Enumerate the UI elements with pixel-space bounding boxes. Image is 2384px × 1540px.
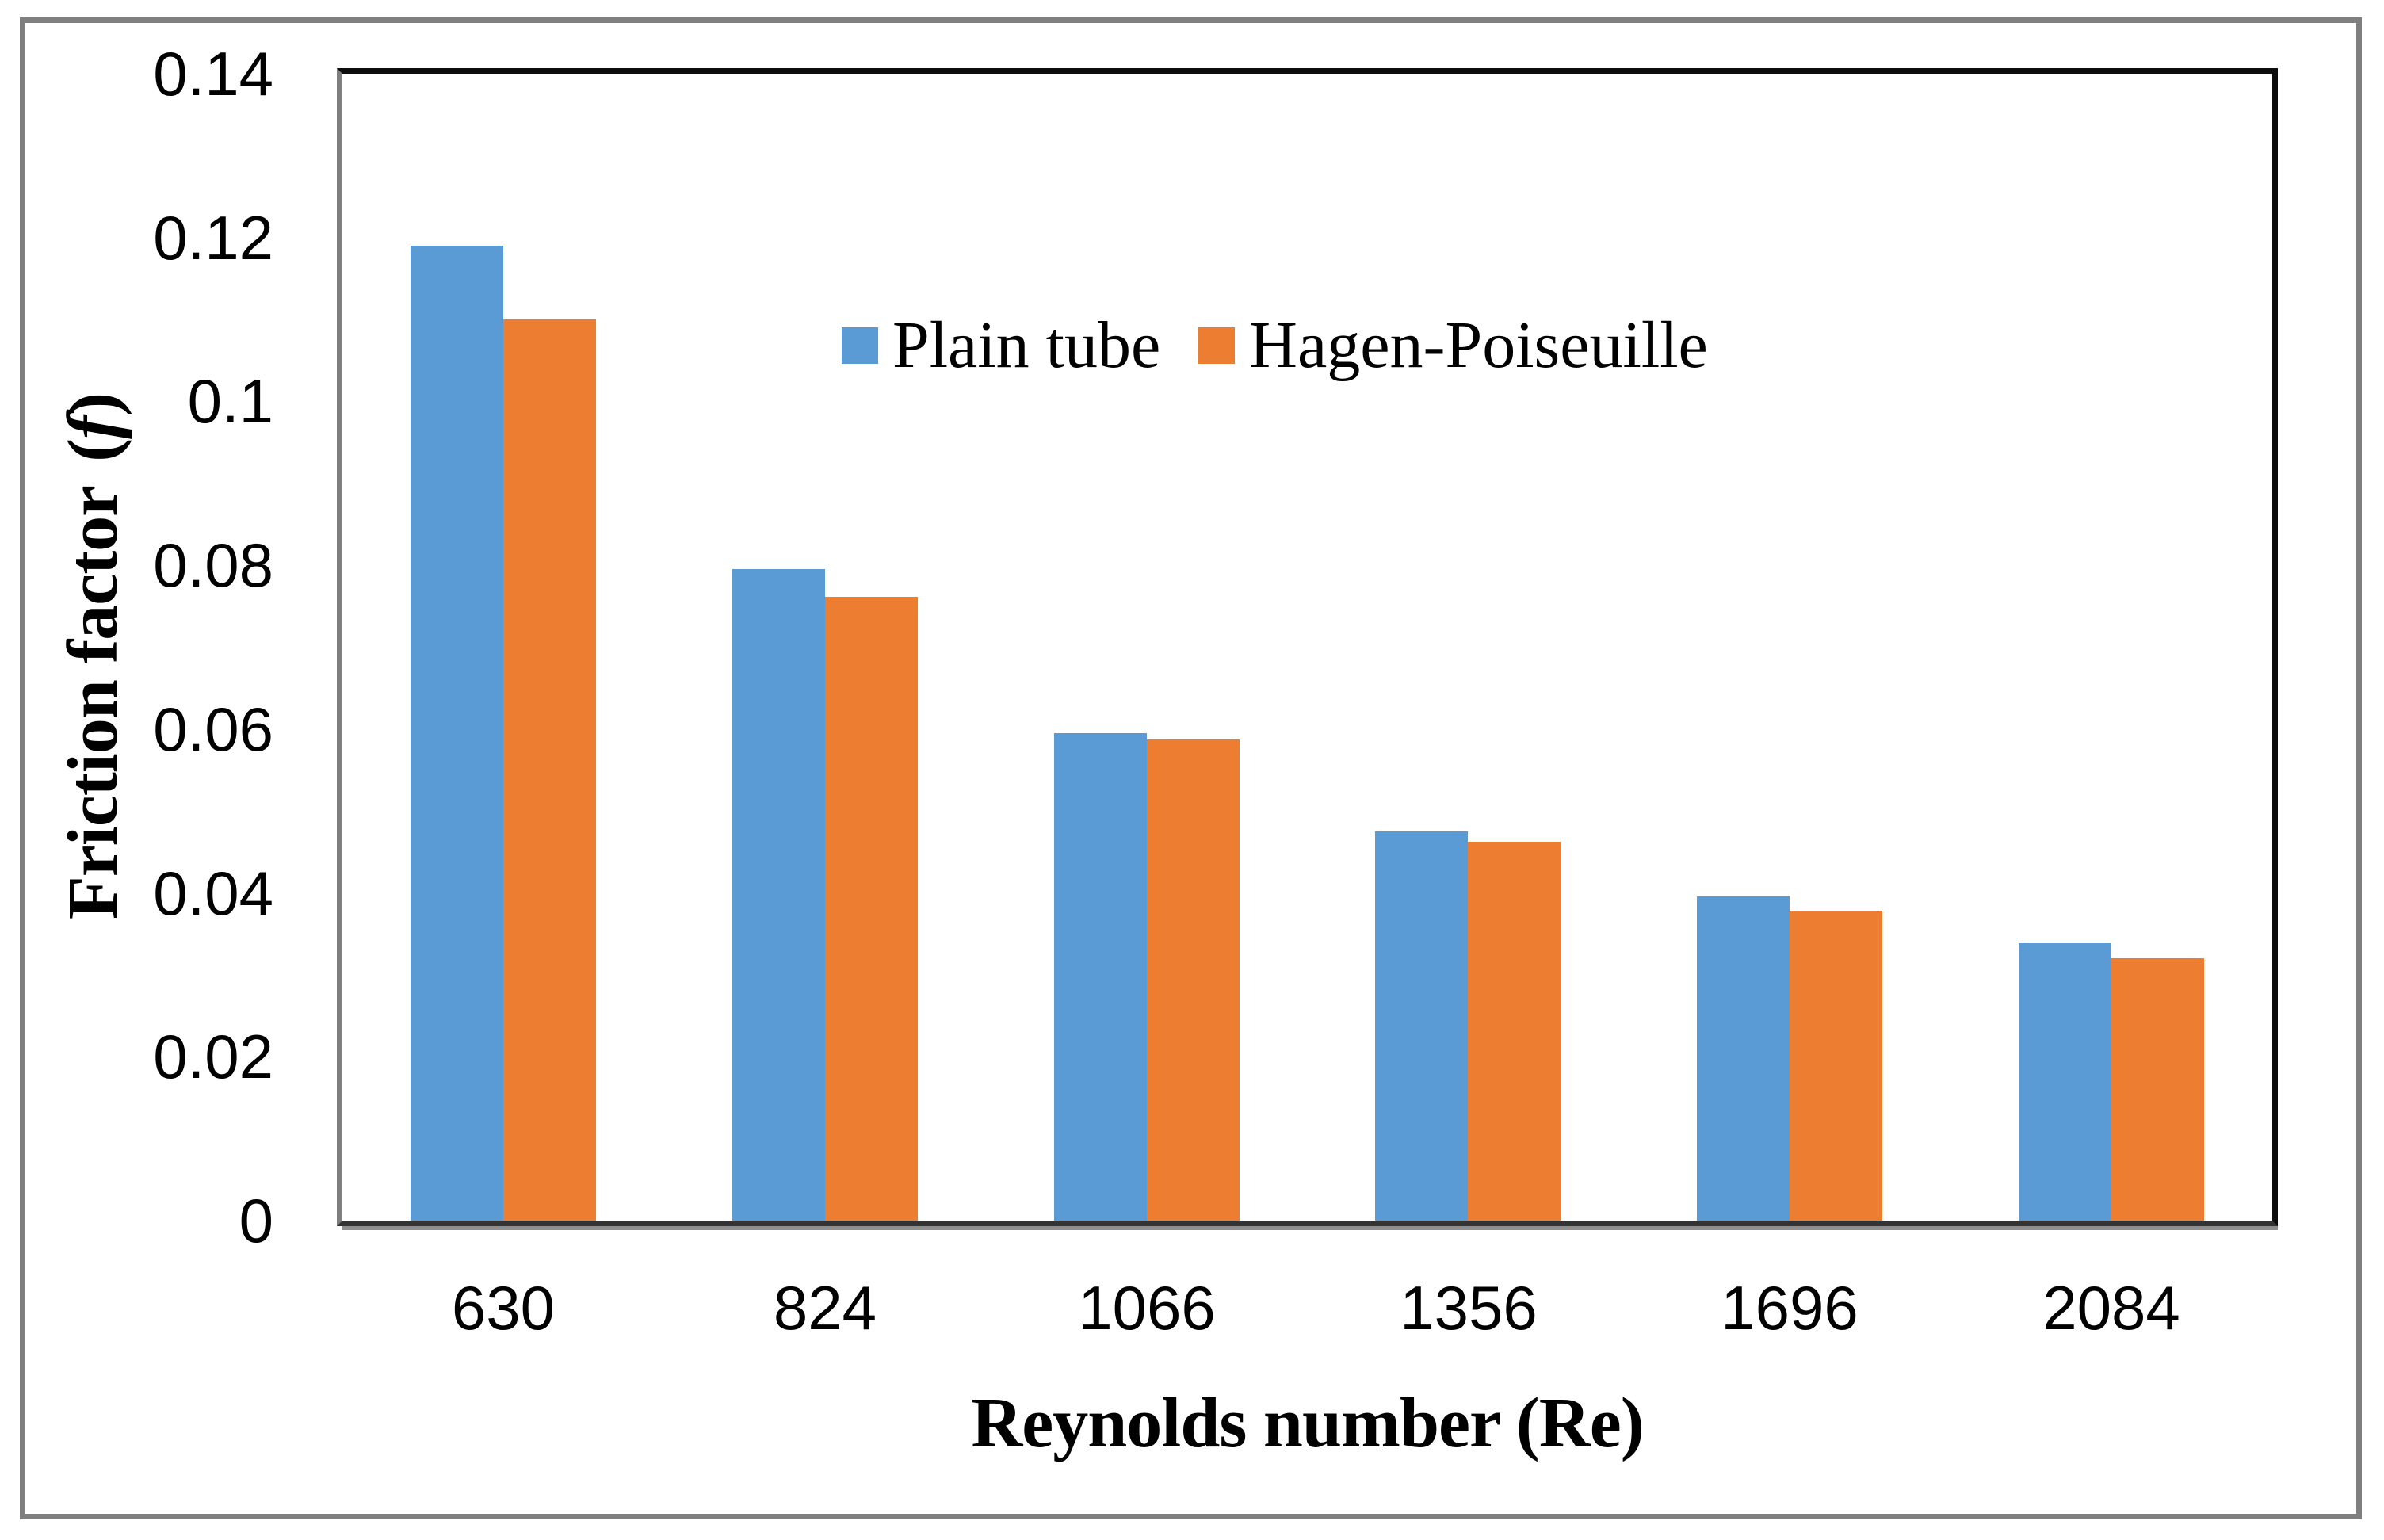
plain-tube-swatch-icon [842,327,878,364]
legend: Plain tube Hagen-Poiseuille [842,312,1708,379]
y-tick-label-0.14: 0.14 [153,39,273,109]
bar-hagen-poiseuille-824 [825,597,918,1221]
y-tick-label-0: 0 [239,1186,273,1255]
x-tick-label-1696: 1696 [1721,1273,1859,1343]
plot-area [337,68,2278,1226]
bar-hagen-poiseuille-1356 [1468,842,1561,1221]
x-tick-label-630: 630 [451,1273,556,1343]
hagen-poiseuille-swatch-icon [1198,327,1236,364]
bar-plain-tube-1066 [1054,733,1147,1221]
legend-item-hagen-poiseuille: Hagen-Poiseuille [1198,312,1708,379]
y-tick-label-0.02: 0.02 [153,1022,273,1091]
legend-label-hagen-poiseuille: Hagen-Poiseuille [1249,308,1708,382]
y-tick-label-0.1: 0.1 [187,366,273,436]
bar-hagen-poiseuille-1066 [1147,739,1240,1221]
legend-item-plain-tube: Plain tube [842,312,1160,379]
x-tick-label-1356: 1356 [1400,1273,1538,1343]
bar-plain-tube-1356 [1375,831,1468,1221]
bar-hagen-poiseuille-2084 [2111,958,2204,1221]
x-axis-shadow [342,1226,2278,1230]
bar-hagen-poiseuille-1696 [1790,911,1882,1221]
y-tick-label-0.12: 0.12 [153,203,273,273]
bar-plain-tube-2084 [2019,943,2111,1221]
y-tick-label-0.08: 0.08 [153,530,273,600]
y-tick-label-0.04: 0.04 [153,858,273,928]
legend-label-plain-tube: Plain tube [892,308,1161,382]
bar-plain-tube-630 [411,246,503,1221]
bar-hagen-poiseuille-630 [503,319,596,1221]
x-tick-label-824: 824 [773,1273,877,1343]
x-tick-label-2084: 2084 [2042,1273,2180,1343]
bar-plain-tube-824 [732,569,825,1221]
x-tick-label-1066: 1066 [1078,1273,1216,1343]
x-axis-title: Reynolds number (Re) [971,1384,1644,1462]
bar-plain-tube-1696 [1697,896,1790,1221]
y-tick-label-0.06: 0.06 [153,694,273,764]
plot-inner [342,74,2272,1221]
